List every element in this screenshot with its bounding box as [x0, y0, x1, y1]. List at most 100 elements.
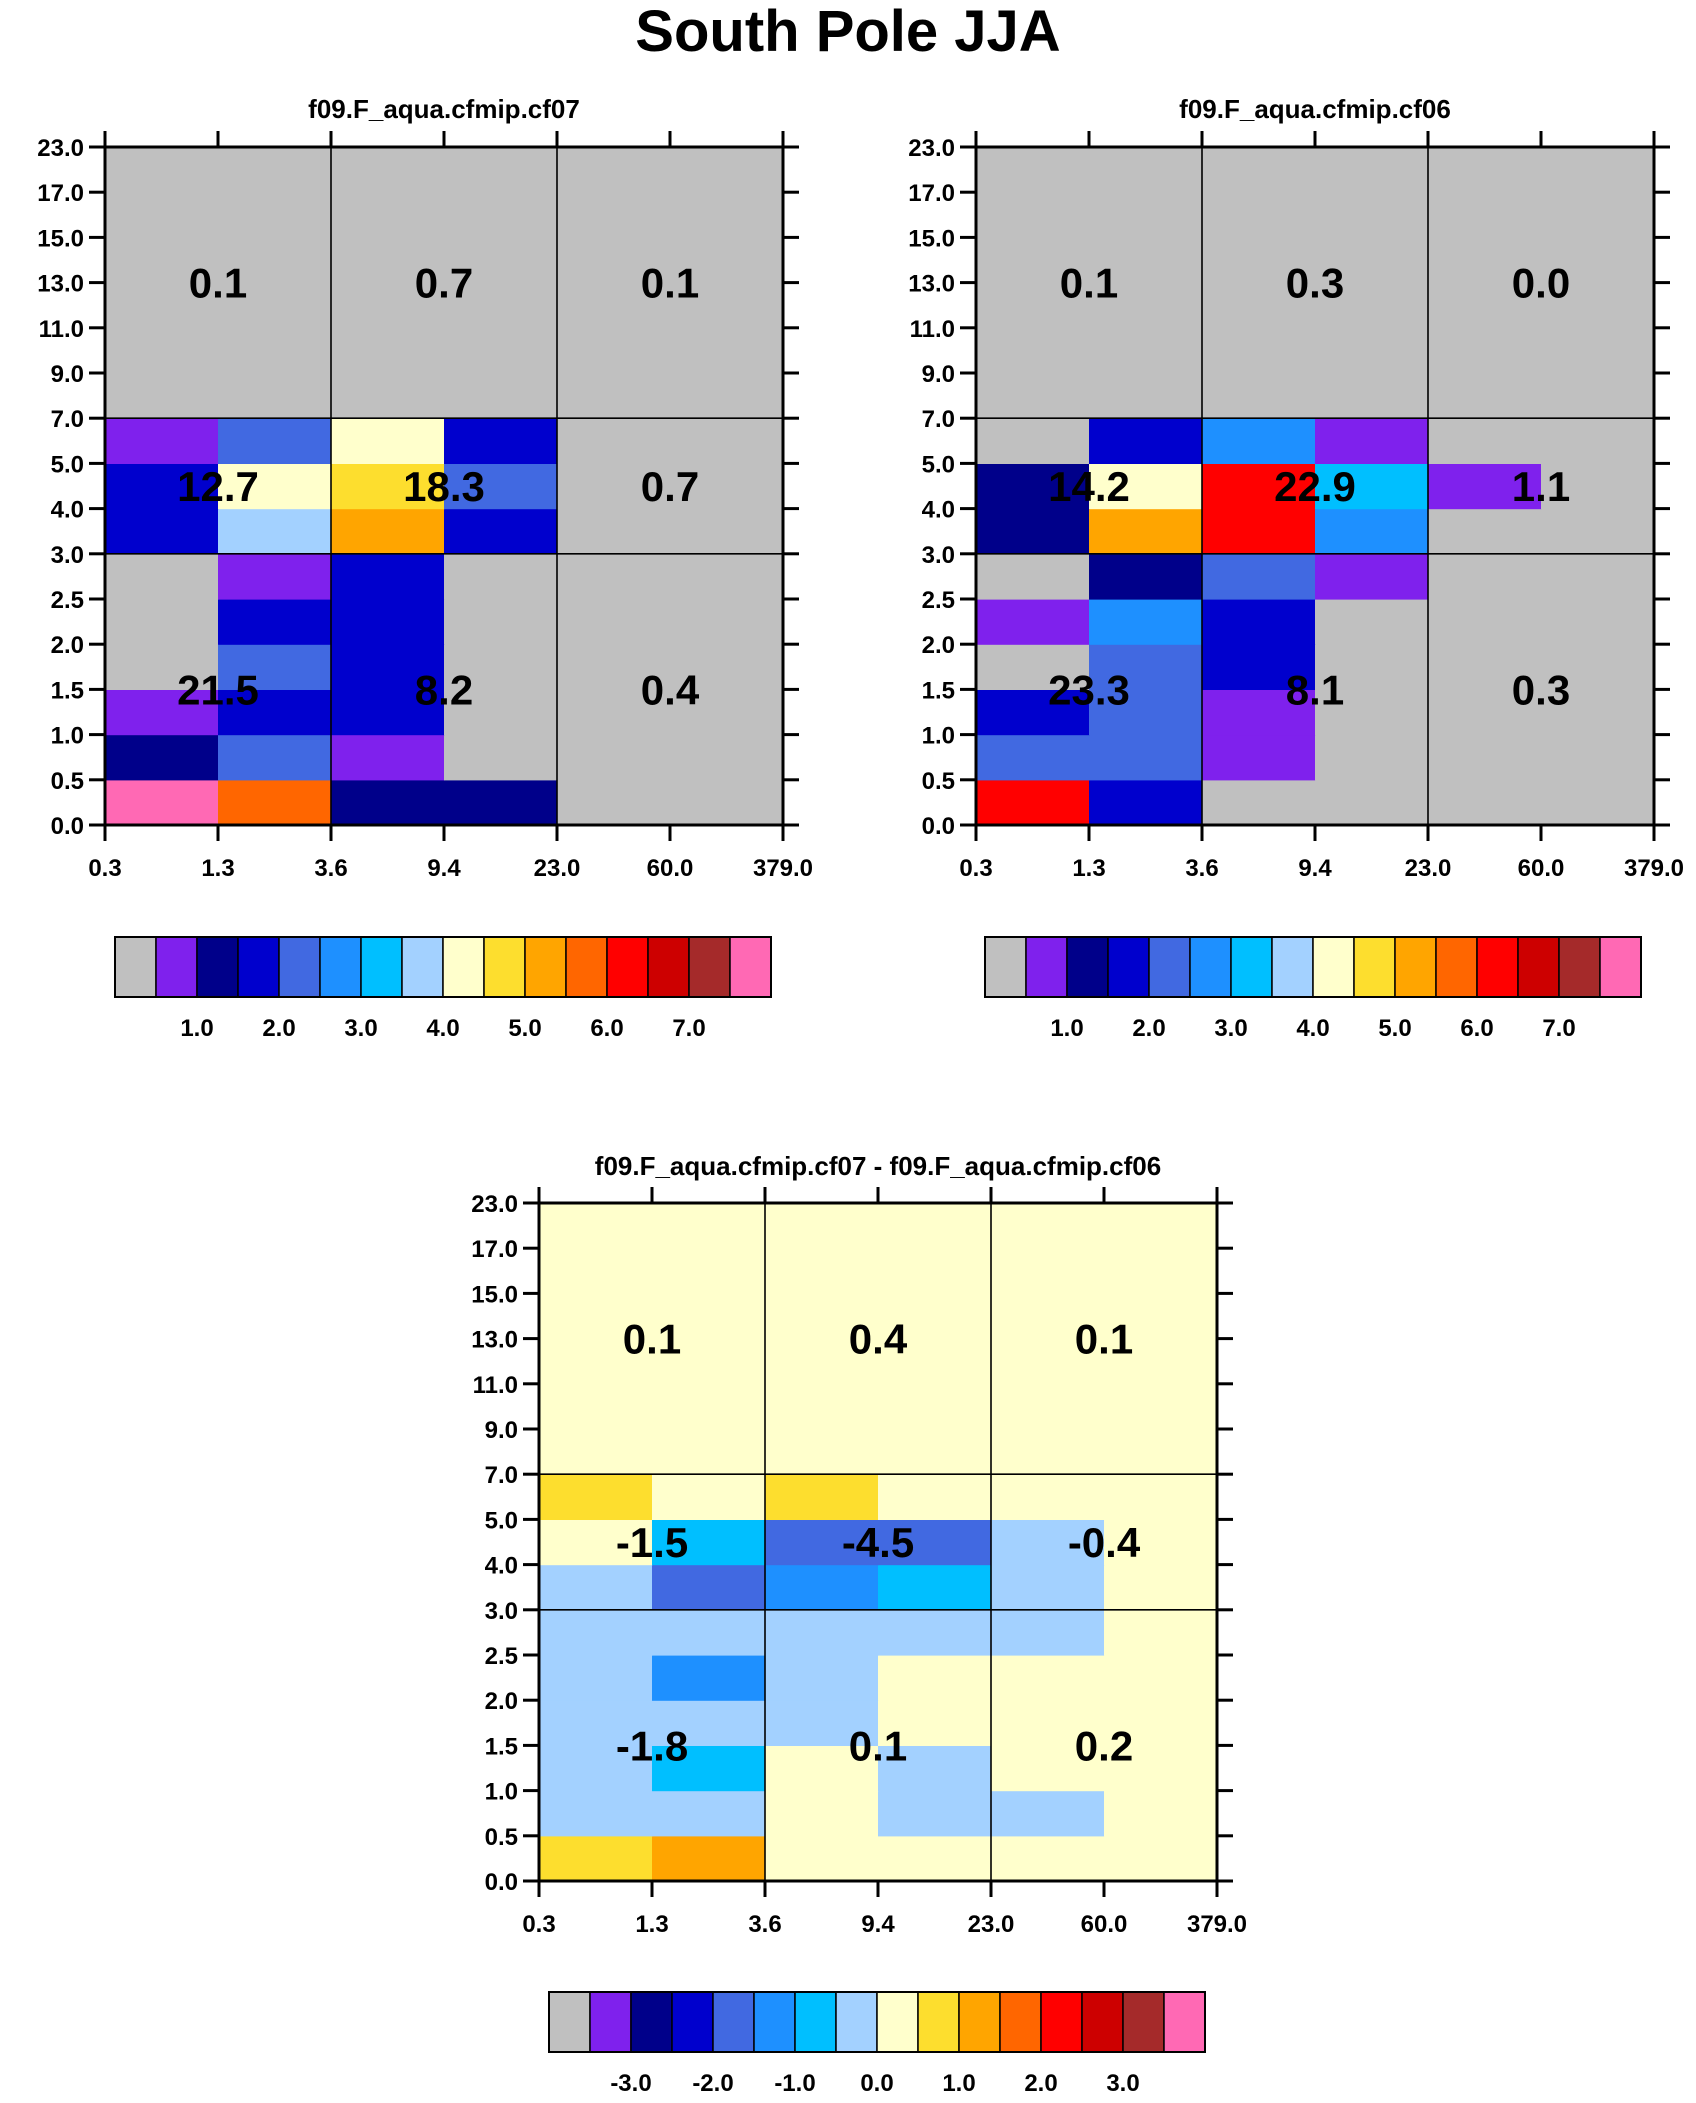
heatmap-cell	[1315, 192, 1429, 238]
y-tick-label: 0.0	[51, 813, 84, 840]
y-tick-label: 17.0	[908, 180, 955, 207]
heatmap-cell	[976, 237, 1090, 284]
colorbar-swatch	[958, 1991, 1001, 2053]
heatmap-cell	[1104, 1338, 1218, 1385]
heatmap-cell	[218, 237, 332, 284]
heatmap-cell	[105, 373, 219, 419]
y-tick-label: 7.0	[922, 406, 955, 433]
box-total-label: -1.5	[616, 1519, 688, 1566]
y-tick-label: 0.5	[922, 768, 955, 795]
y-tick-label: 3.0	[485, 1598, 518, 1625]
colorbar-label: -2.0	[692, 2070, 733, 2097]
heatmap-cell	[1541, 463, 1655, 510]
heatmap-cell	[331, 192, 445, 238]
heatmap-cell	[1202, 192, 1316, 238]
y-tick-label: 7.0	[51, 406, 84, 433]
heatmap-cell	[991, 1519, 1105, 1566]
heatmap-cell	[652, 1338, 766, 1385]
heatmap-cell	[1202, 779, 1316, 826]
box-total-label: 0.1	[849, 1722, 907, 1769]
heatmap-cell	[652, 1835, 766, 1882]
y-tick-label: 5.0	[485, 1507, 518, 1534]
heatmap-cell	[218, 508, 332, 555]
heatmap-cell	[331, 779, 445, 826]
box-total-label: 0.4	[641, 666, 700, 713]
box-total-label: 0.1	[623, 1316, 681, 1363]
heatmap-cell	[976, 147, 1090, 193]
heatmap-cell	[1315, 147, 1429, 193]
y-tick-label: 23.0	[37, 135, 84, 162]
heatmap-cell	[105, 779, 219, 826]
heatmap-cell	[105, 734, 219, 781]
heatmap-cell	[218, 599, 332, 645]
heatmap-cell	[557, 689, 671, 736]
heatmap-cell	[557, 463, 671, 510]
heatmap-cell	[444, 282, 558, 329]
heatmap-cell	[444, 779, 558, 826]
heatmap-cell	[539, 1429, 653, 1475]
y-tick-label: 1.5	[51, 677, 84, 704]
colorbar-swatch	[999, 1991, 1042, 2053]
heatmap-cell	[670, 327, 784, 374]
heatmap-cell	[1315, 237, 1429, 284]
heatmap-cell	[539, 1248, 653, 1294]
heatmap-cell	[991, 1474, 1105, 1520]
colorbar-label: -1.0	[774, 2070, 815, 2097]
heatmap-cell	[1089, 599, 1203, 645]
box-total-label: 0.1	[641, 260, 699, 307]
heatmap-cell	[1104, 1383, 1218, 1430]
panel-2: f09.F_aqua.cfmip.cf06 0.3 1.3 3.6 9.4 23.0 60.…	[908, 94, 1684, 1042]
colorbar-swatch	[114, 936, 157, 998]
heatmap-cell	[991, 1790, 1105, 1837]
colorbar-swatch	[1040, 1991, 1083, 2053]
colorbar-swatch	[360, 936, 403, 998]
heatmap-cell	[976, 689, 1090, 736]
colorbar-frame	[114, 936, 772, 998]
heatmap-cell	[878, 1519, 992, 1566]
heatmap-cell	[1089, 644, 1203, 690]
heatmap-cell	[652, 1700, 766, 1746]
colorbar-label: 6.0	[590, 1015, 623, 1042]
y-tick-label: 1.0	[485, 1779, 518, 1806]
heatmap-cell	[976, 553, 1090, 600]
y-tick-label: 9.0	[922, 361, 955, 388]
colorbar-swatch	[688, 936, 731, 998]
heatmap-cell	[1104, 1429, 1218, 1475]
heatmap-cell	[976, 192, 1090, 238]
colorbar-swatch	[278, 936, 321, 998]
box-total-label: 0.0	[1512, 260, 1570, 307]
box-total-label: 0.7	[415, 260, 473, 307]
heatmap-cell	[765, 1338, 879, 1385]
y-tick-label: 9.0	[485, 1417, 518, 1444]
colorbar-swatch	[548, 1991, 591, 2053]
heatmap-cell	[331, 599, 445, 645]
y-tick-label: 5.0	[51, 451, 84, 478]
colorbar-label: 5.0	[1378, 1015, 1411, 1042]
x-tick-label: 9.4	[861, 1911, 895, 1938]
colorbar-label: 1.0	[942, 2070, 975, 2097]
y-tick-label: 3.0	[922, 542, 955, 569]
heatmap-cell	[878, 1203, 992, 1249]
heatmap-cell	[976, 599, 1090, 645]
colorbar-swatch	[1312, 936, 1355, 998]
colorbar-swatch	[1599, 936, 1642, 998]
colorbar-swatch	[319, 936, 362, 998]
heatmap-cell	[670, 237, 784, 284]
y-tick-label: 0.5	[51, 768, 84, 795]
heatmap-cell	[331, 237, 445, 284]
heatmap-cell	[765, 1790, 879, 1837]
heatmap-cell	[1104, 1745, 1218, 1792]
heatmap-cell	[878, 1474, 992, 1520]
heatmap-cell	[105, 282, 219, 329]
y-tick-label: 11.0	[473, 1372, 518, 1399]
heatmap-cell	[652, 1203, 766, 1249]
heatmap-cell	[1315, 463, 1429, 510]
heatmap-cell	[1089, 734, 1203, 781]
heatmap-cell	[1428, 373, 1542, 419]
heatmap-cell	[444, 373, 558, 419]
heatmap-cell	[765, 1745, 879, 1792]
heatmap-cell	[218, 689, 332, 736]
heatmap-cell	[670, 463, 784, 510]
heatmap-cell	[1541, 192, 1655, 238]
heatmap-cell	[652, 1519, 766, 1566]
